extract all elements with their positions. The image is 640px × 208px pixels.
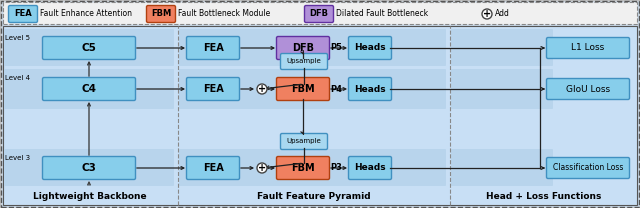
FancyBboxPatch shape [186,36,239,59]
Text: Level 3: Level 3 [5,155,30,161]
FancyBboxPatch shape [451,149,553,186]
FancyBboxPatch shape [280,53,328,69]
FancyBboxPatch shape [3,2,637,24]
FancyBboxPatch shape [305,5,333,22]
Circle shape [257,84,267,94]
Text: Add: Add [495,10,510,19]
Text: Fault Feature Pyramid: Fault Feature Pyramid [257,192,371,201]
FancyBboxPatch shape [4,29,174,66]
FancyBboxPatch shape [276,36,330,59]
Text: Head + Loss Functions: Head + Loss Functions [486,192,602,201]
Text: Classification Loss: Classification Loss [553,163,623,172]
Text: P5: P5 [330,43,342,52]
Text: Fault Enhance Attention: Fault Enhance Attention [40,10,132,19]
Text: FEA: FEA [14,10,32,19]
Text: Upsample: Upsample [287,58,321,64]
FancyBboxPatch shape [276,156,330,180]
FancyBboxPatch shape [349,36,392,59]
Text: DFB: DFB [292,43,314,53]
FancyBboxPatch shape [4,149,174,186]
Text: DFB: DFB [310,10,328,19]
FancyBboxPatch shape [451,69,553,109]
Text: Upsample: Upsample [287,139,321,145]
Text: P3: P3 [330,163,342,172]
Circle shape [482,9,492,19]
Text: FEA: FEA [203,84,223,94]
Text: +: + [258,163,266,173]
FancyBboxPatch shape [4,69,174,109]
Text: C4: C4 [81,84,97,94]
Text: FBM: FBM [151,10,171,19]
Text: Heads: Heads [354,84,386,94]
FancyBboxPatch shape [280,134,328,150]
Text: Lightweight Backbone: Lightweight Backbone [33,192,147,201]
Text: Dilated Fault Bottleneck: Dilated Fault Bottleneck [336,10,428,19]
FancyBboxPatch shape [179,69,446,109]
FancyBboxPatch shape [451,29,553,66]
Text: +: + [483,9,491,19]
Text: C3: C3 [81,163,97,173]
FancyBboxPatch shape [179,149,446,186]
FancyBboxPatch shape [179,29,446,66]
Text: FBM: FBM [291,163,315,173]
FancyBboxPatch shape [186,156,239,180]
Text: Heads: Heads [354,163,386,172]
Text: C5: C5 [81,43,97,53]
FancyBboxPatch shape [42,78,136,100]
Text: Level 4: Level 4 [5,75,30,81]
Text: L1 Loss: L1 Loss [572,43,605,52]
Text: Fault Bottleneck Module: Fault Bottleneck Module [178,10,270,19]
Text: Heads: Heads [354,43,386,52]
FancyBboxPatch shape [42,36,136,59]
FancyBboxPatch shape [349,78,392,100]
FancyBboxPatch shape [147,5,175,22]
Text: GIoU Loss: GIoU Loss [566,84,610,94]
FancyBboxPatch shape [547,37,630,58]
FancyBboxPatch shape [547,78,630,99]
Text: +: + [258,84,266,94]
FancyBboxPatch shape [42,156,136,180]
Circle shape [257,163,267,173]
FancyBboxPatch shape [547,157,630,178]
Text: FEA: FEA [203,163,223,173]
Text: FEA: FEA [203,43,223,53]
FancyBboxPatch shape [349,156,392,180]
FancyBboxPatch shape [276,78,330,100]
Text: Level 5: Level 5 [5,35,30,41]
FancyBboxPatch shape [8,5,38,22]
Text: P4: P4 [330,84,342,94]
FancyBboxPatch shape [186,78,239,100]
FancyBboxPatch shape [3,26,637,205]
Text: FBM: FBM [291,84,315,94]
